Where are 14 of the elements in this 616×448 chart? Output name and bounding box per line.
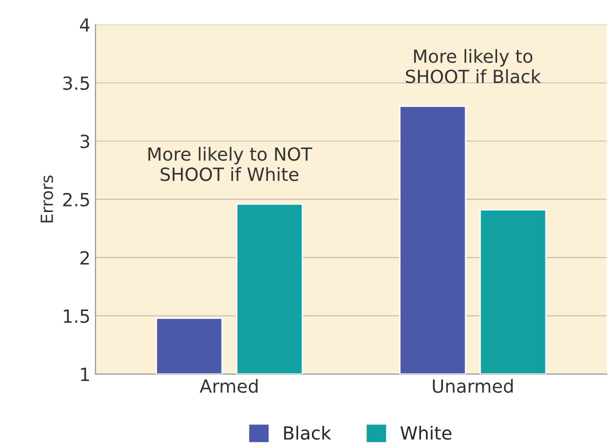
y-tick-label: 1.5 bbox=[64, 310, 90, 323]
legend-label: Black bbox=[284, 426, 332, 440]
y-tick-label: 3.5 bbox=[63, 76, 90, 90]
y-tick-label: 1 bbox=[81, 368, 89, 381]
y-tick-label: 4 bbox=[80, 18, 90, 32]
annotation: More likely to SHOOT if Black bbox=[406, 49, 541, 84]
x-tick-label: Armed bbox=[200, 378, 258, 393]
y-axis-title: Errors bbox=[40, 176, 54, 222]
y-tick-label: 3 bbox=[80, 134, 90, 148]
y-tick-label: 2.5 bbox=[63, 192, 90, 206]
y-tick-label: 2 bbox=[80, 251, 89, 264]
annotation: More likely to NOT SHOOT if White bbox=[148, 146, 312, 182]
x-tick-label: Unarmed bbox=[432, 378, 513, 393]
legend-label: White bbox=[400, 426, 452, 440]
